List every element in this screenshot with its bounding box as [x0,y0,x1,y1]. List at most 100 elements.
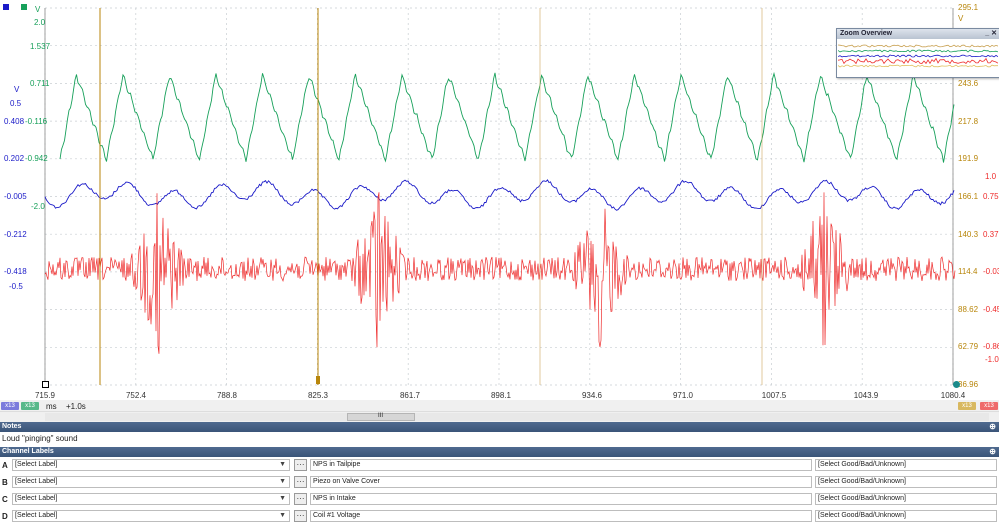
label-select-value: [Select Label] [15,512,58,519]
axis-e-label: 1.0 [985,172,997,181]
time-ruler-handle-icon [316,376,320,384]
x-tick-label: 825.3 [307,391,329,400]
axis-a-label: -0.005 [4,192,27,201]
waveform-series-green [59,71,955,163]
label-select[interactable]: [Select Label] ▼ [12,510,290,522]
zoom-chip-gold[interactable]: x13 [958,402,976,410]
more-button[interactable]: ··· [294,459,307,471]
scrollbar-thumb[interactable]: III [347,413,415,421]
axis-d-label: 217.8 [958,117,979,126]
channel-name-field[interactable]: NPS in Tailpipe [310,459,812,471]
notes-text[interactable]: Loud "pinging" sound [0,433,999,447]
status-select[interactable]: [Select Good/Bad/Unknown] [815,510,997,522]
label-select[interactable]: [Select Label] ▼ [12,476,290,488]
label-select-value: [Select Label] [15,461,58,468]
x-tick-label: 1007.5 [761,391,787,400]
axis-b-mid: 0.202 [4,154,25,163]
status-select[interactable]: [Select Good/Bad/Unknown] [815,493,997,505]
axis-e-label: -0.45 [983,305,999,314]
x-tick-label: 788.8 [216,391,238,400]
x-tick-label: 752.4 [125,391,147,400]
label-select[interactable]: [Select Label] ▼ [12,493,290,505]
channel-name-field[interactable]: Coil #1 Voltage [310,510,812,522]
channel-row: B [Select Label] ▼ ··· Piezo on Valve Cov… [0,475,999,490]
x-tick-label: 1080.4 [940,391,966,400]
status-select[interactable]: [Select Good/Bad/Unknown] [815,476,997,488]
axis-b-unit: V [14,85,20,94]
waveform-series-red [44,192,956,354]
zoom-overview-trace [838,44,998,48]
axis-e-label: -1.0 [985,355,999,364]
axis-a-label: -0.418 [4,267,27,276]
waveform-plot[interactable] [0,0,999,400]
channel-row: A [Select Label] ▼ ··· NPS in Tailpipe [S… [0,458,999,473]
zoom-overview-trace [838,49,998,53]
axis-d-label: 140.3 [958,230,979,239]
axis-c-label: 2.0 [34,18,46,27]
status-select[interactable]: [Select Good/Bad/Unknown] [815,459,997,471]
pin-icon[interactable]: ⊕ [989,422,996,431]
more-button[interactable]: ··· [294,510,307,522]
axis-e-label: -0.86 [983,342,999,351]
channel-letter: B [2,478,8,487]
more-button[interactable]: ··· [294,493,307,505]
axis-d-label: 191.9 [958,154,979,163]
axis-c-label: -0.116 [25,117,48,126]
channel-name-field[interactable]: NPS in Intake [310,493,812,505]
zoom-overview-header[interactable]: Zoom Overview _ ✕ [837,29,999,39]
zoom-overview-thumbnail[interactable] [838,40,998,76]
chevron-down-icon[interactable]: ▼ [279,478,286,485]
axis-c-label: 0.711 [30,79,50,88]
channel-row: C [Select Label] ▼ ··· NPS in Intake [Sel… [0,492,999,507]
notes-title: Notes [2,423,22,430]
axis-bar: x13 x13 ms +1.0s x13 x13 [0,400,999,412]
axis-e-label: -0.03 [983,267,999,276]
scope-view[interactable]: V 2.0 1.537 V 0.711 0.5 0.408 -0.116 0.2… [0,0,999,400]
scrollbar-track[interactable] [45,413,989,421]
axis-d-label: 62.79 [958,342,979,351]
zoom-overview-trace [838,57,998,65]
zoom-chip-red[interactable]: x13 [980,402,998,410]
x-tick-label: 861.7 [399,391,421,400]
channel-labels-header[interactable]: Channel Labels ⊕ [0,447,999,457]
chevron-down-icon[interactable]: ▼ [279,495,286,502]
axis-c-label: -2.0 [31,202,45,211]
label-select-value: [Select Label] [15,478,58,485]
channel-letter: A [2,461,8,470]
chevron-down-icon[interactable]: ▼ [279,512,286,519]
zoom-overview-panel[interactable]: Zoom Overview _ ✕ [836,28,999,78]
zoom-overview-trace [838,54,998,58]
axis-b-top: 0.408 [4,117,25,126]
x-tick-label: 1043.9 [853,391,879,400]
axis-c-unit: V [35,5,41,14]
zoom-overview-close-icon[interactable]: _ ✕ [985,30,997,37]
axis-d-label: 166.1 [958,192,979,201]
zoom-chip-green[interactable]: x13 [21,402,39,410]
more-button[interactable]: ··· [294,476,307,488]
origin-marker-icon[interactable] [42,381,49,388]
axis-d-label: 295.1 [958,3,979,12]
scrollbar-grip-icon: III [378,413,384,419]
axis-b-label: 0.5 [10,99,22,108]
x-unit-label: ms [46,402,57,411]
ruler-handle-icon[interactable] [953,381,960,388]
green-square-icon[interactable] [21,4,27,10]
channel-letter: C [2,495,8,504]
x-tick-label: 934.6 [581,391,603,400]
zoom-chip-blue[interactable]: x13 [1,402,19,410]
channel-name-field[interactable]: Piezo on Valve Cover [310,476,812,488]
horizontal-scrollbar[interactable]: III [0,411,999,422]
axis-d-unit: V [958,14,964,23]
blue-square-icon[interactable] [3,4,9,10]
pin-icon[interactable]: ⊕ [989,447,996,456]
x-tick-label: 898.1 [490,391,512,400]
axis-d-label: 243.6 [958,79,979,88]
channel-row: D [Select Label] ▼ ··· Coil #1 Voltage [S… [0,509,999,524]
channel-labels-title: Channel Labels [2,448,54,455]
axis-c-label: -0.942 [25,154,48,163]
notes-header[interactable]: Notes ⊕ [0,422,999,432]
chevron-down-icon[interactable]: ▼ [279,461,286,468]
label-select[interactable]: [Select Label] ▼ [12,459,290,471]
axis-d-label: 36.96 [958,380,979,389]
waveform-series-blue [44,179,955,211]
